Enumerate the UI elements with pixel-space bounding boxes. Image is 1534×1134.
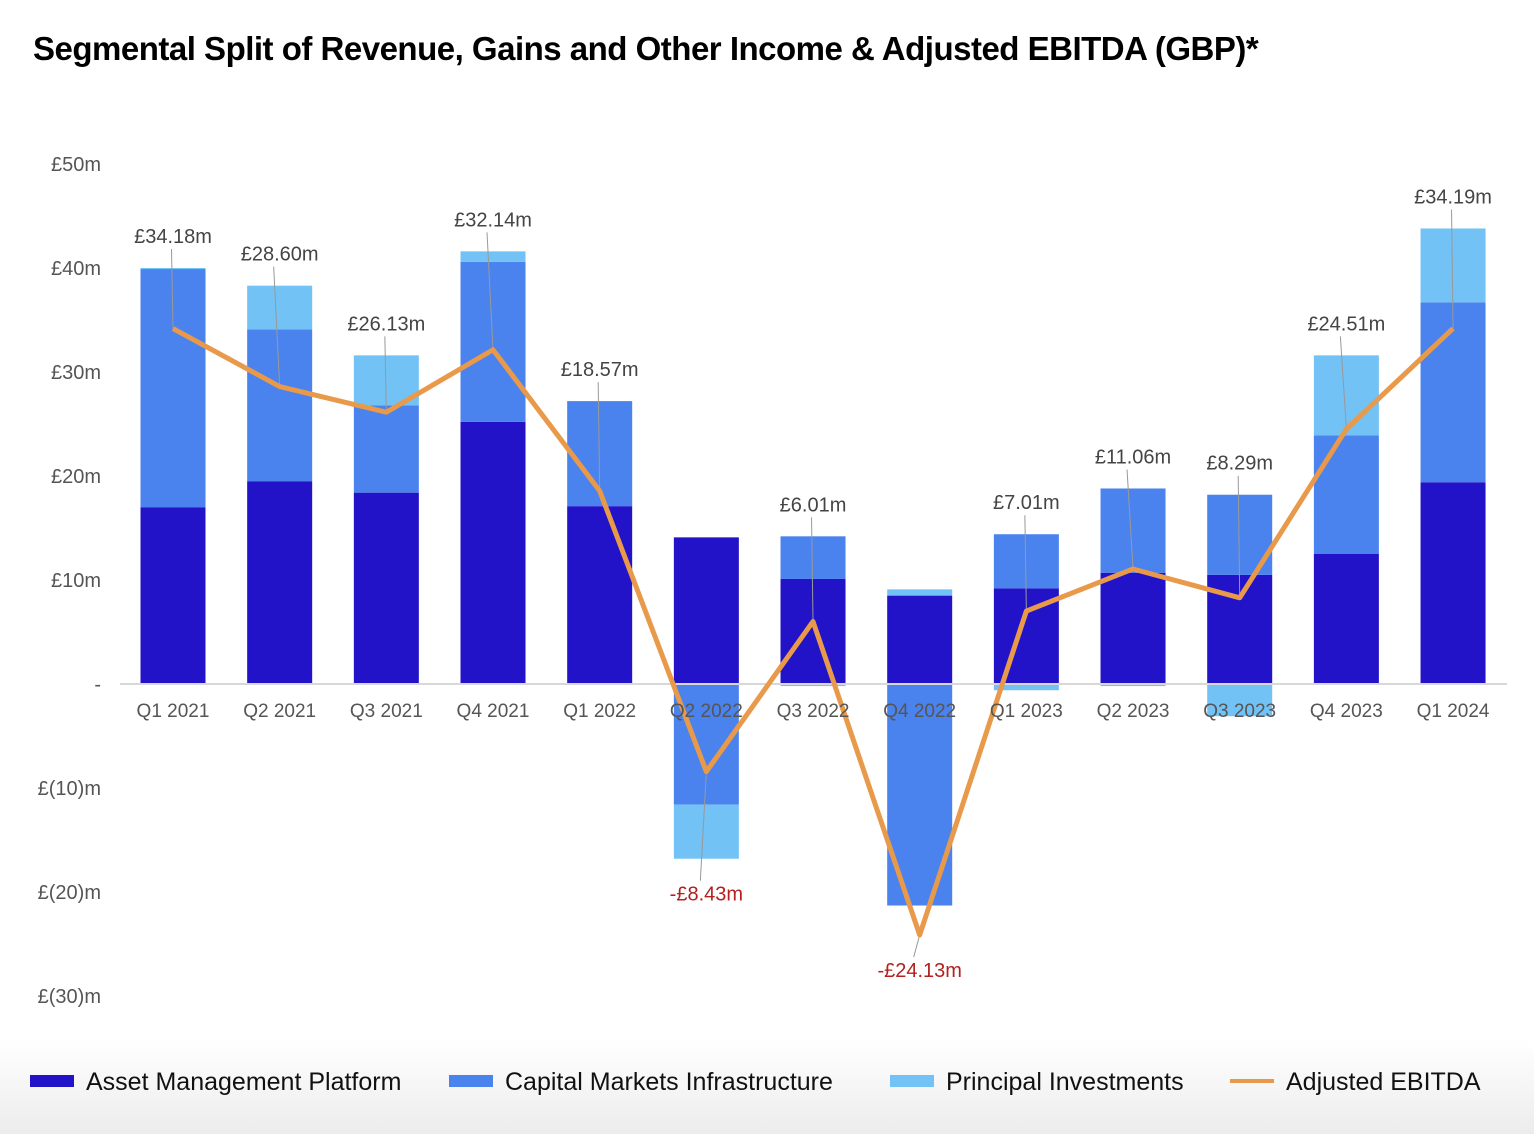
x-tick-label: Q3 2022 xyxy=(777,701,850,722)
x-tick-label: Q1 2021 xyxy=(137,701,210,722)
x-tick-label: Q4 2023 xyxy=(1310,701,1383,722)
y-tick-label: £(30)m xyxy=(38,986,101,1008)
legend-label: Principal Investments xyxy=(946,1068,1184,1096)
bar-capital-markets-infrastructure xyxy=(1420,302,1486,483)
x-tick-label: Q3 2021 xyxy=(350,701,423,722)
y-tick-label: £40m xyxy=(51,258,101,280)
bar-capital-markets-infrastructure xyxy=(1313,435,1379,554)
y-tick-label: £(10)m xyxy=(38,778,101,800)
label-leader-line xyxy=(1237,475,1241,598)
label-leader-line xyxy=(1339,336,1347,430)
x-tick-label: Q3 2023 xyxy=(1203,701,1276,722)
y-tick-label: - xyxy=(94,674,101,696)
label-leader-line xyxy=(1024,515,1027,612)
label-leader-line xyxy=(486,232,494,350)
bar-principal-investments xyxy=(1207,684,1273,717)
legend-swatch xyxy=(890,1075,934,1087)
data-label: £26.13m xyxy=(347,313,425,335)
bar-asset-management-platform xyxy=(567,506,633,684)
label-leader-line xyxy=(913,934,921,958)
data-label: £28.60m xyxy=(241,244,319,266)
bar-asset-management-platform xyxy=(1420,482,1486,684)
bar-asset-management-platform xyxy=(673,537,739,684)
x-tick-label: Q2 2023 xyxy=(1097,701,1170,722)
bar-asset-management-platform xyxy=(1100,572,1166,684)
legend-label: Asset Management Platform xyxy=(86,1068,401,1096)
x-tick-label: Q2 2022 xyxy=(670,701,743,722)
y-tick-label: £20m xyxy=(51,466,101,488)
label-leader-line xyxy=(1126,469,1134,570)
x-tick-label: Q2 2021 xyxy=(243,701,316,722)
data-label: £6.01m xyxy=(780,494,847,516)
data-label: -£8.43m xyxy=(670,884,743,906)
bar-principal-investments xyxy=(460,251,526,262)
x-tick-label: Q1 2022 xyxy=(563,701,636,722)
label-leader-line xyxy=(699,771,707,881)
x-tick-label: Q1 2024 xyxy=(1417,701,1490,722)
bar-asset-management-platform xyxy=(247,481,313,684)
y-tick-label: £10m xyxy=(51,570,101,592)
data-label: £34.19m xyxy=(1414,186,1492,208)
y-tick-label: £(20)m xyxy=(38,882,101,904)
chart-title: Segmental Split of Revenue, Gains and Ot… xyxy=(33,30,1259,67)
data-label: £8.29m xyxy=(1206,453,1273,475)
legend-swatch xyxy=(30,1075,74,1087)
data-label: £32.14m xyxy=(454,209,532,231)
y-tick-label: £50m xyxy=(51,154,101,176)
footer-fade xyxy=(0,1040,1534,1134)
data-label: £11.06m xyxy=(1095,446,1171,468)
legend-swatch xyxy=(449,1075,493,1087)
data-label: £7.01m xyxy=(993,492,1060,514)
data-label: £18.57m xyxy=(561,359,639,381)
bar-principal-investments xyxy=(247,285,313,330)
y-tick-label: £30m xyxy=(51,362,101,384)
label-leader-line xyxy=(171,248,174,329)
label-leader-line xyxy=(1451,209,1454,329)
data-label: £24.51m xyxy=(1307,313,1385,335)
bar-asset-management-platform xyxy=(887,595,953,684)
bar-asset-management-platform xyxy=(353,492,419,684)
bar-principal-investments xyxy=(780,684,846,687)
bar-principal-investments xyxy=(993,684,1059,691)
x-tick-label: Q4 2022 xyxy=(883,701,956,722)
bar-capital-markets-infrastructure xyxy=(353,405,419,493)
label-leader-line xyxy=(273,266,281,387)
bar-capital-markets-infrastructure xyxy=(780,536,846,579)
legend-label: Capital Markets Infrastructure xyxy=(505,1068,833,1096)
x-tick-label: Q1 2023 xyxy=(990,701,1063,722)
label-leader-line xyxy=(811,517,814,622)
label-leader-line xyxy=(384,336,387,413)
data-label: £34.18m xyxy=(134,226,212,248)
bar-capital-markets-infrastructure xyxy=(247,329,313,482)
bar-principal-investments xyxy=(673,804,739,859)
bar-principal-investments xyxy=(887,589,953,596)
label-leader-line xyxy=(597,382,601,491)
bar-capital-markets-infrastructure xyxy=(1100,488,1166,573)
ebitda-line xyxy=(171,326,1455,938)
bar-asset-management-platform xyxy=(460,421,526,684)
bar-asset-management-platform xyxy=(140,507,206,684)
legend-label: Adjusted EBITDA xyxy=(1286,1068,1481,1096)
bar-principal-investments xyxy=(1100,684,1166,687)
bar-asset-management-platform xyxy=(1313,554,1379,684)
bar-principal-investments xyxy=(140,268,206,270)
x-tick-label: Q4 2021 xyxy=(457,701,530,722)
data-label: -£24.13m xyxy=(877,960,962,982)
